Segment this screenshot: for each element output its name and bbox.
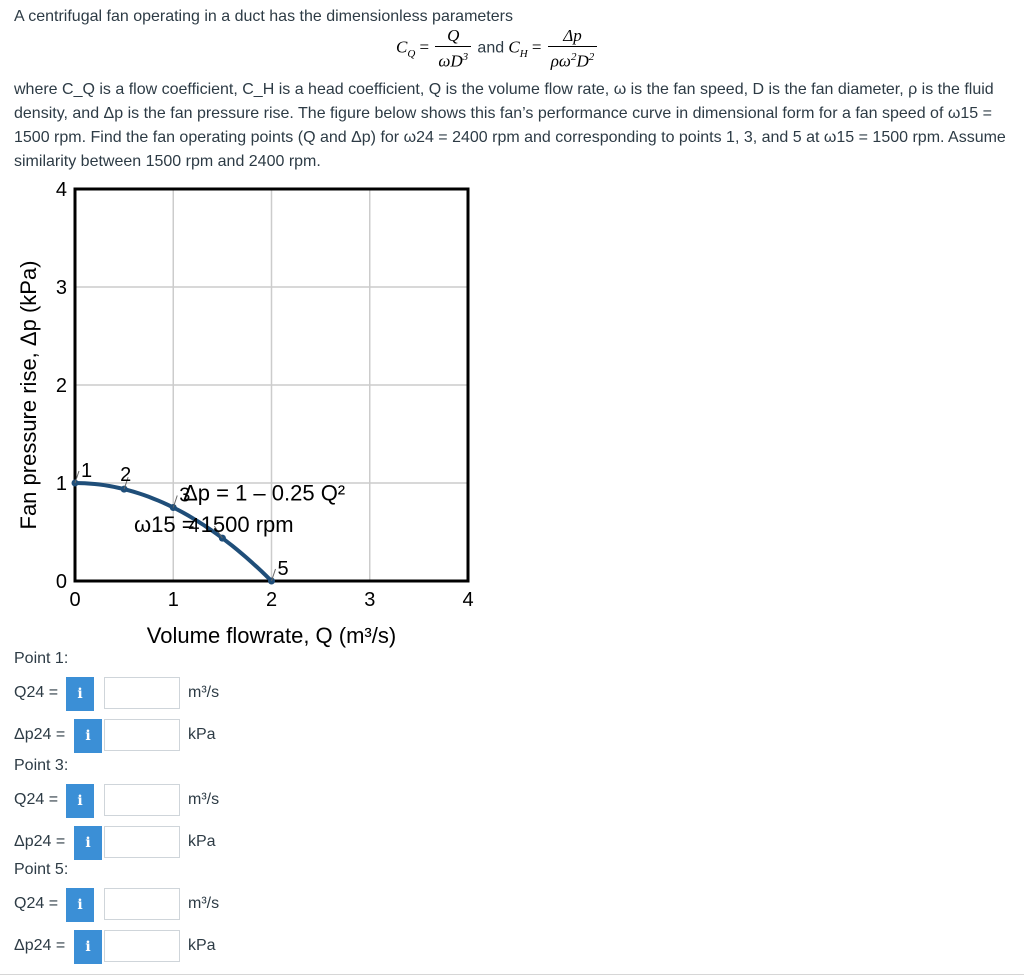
dp24-unit: kPa — [188, 833, 216, 850]
ch-numerator: Δp — [547, 26, 598, 47]
equals-sign: = — [419, 37, 430, 57]
flowrate-answer-row: Q24 = i m³/s — [0, 674, 400, 714]
x-axis-label: Volume flowrate, Q (m³/s) — [147, 623, 396, 648]
performance-chart: 0 1 2 3 4 0 1 2 3 4 1 2 3 4 5 Δp = 1 – 0.25 Q² ω15 = … — [16, 179, 474, 648]
ch-subscript: H — [519, 48, 528, 61]
x-tick-label: 0 — [69, 589, 80, 611]
q24-label: Q24 = — [14, 684, 59, 701]
ch-fraction: Δp ρω2D2 — [547, 26, 598, 72]
x-tick-label: 2 — [266, 589, 277, 611]
info-icon[interactable]: i — [74, 719, 102, 753]
dp24-input[interactable] — [104, 930, 180, 962]
point-1-tick — [74, 470, 80, 484]
info-icon[interactable]: i — [66, 677, 94, 711]
point-heading: Point 1: — [14, 650, 69, 667]
info-icon[interactable]: i — [74, 930, 102, 964]
cq-fraction: Q ωD3 — [435, 26, 472, 72]
point-2-tick — [123, 476, 129, 490]
ch-den-text: ρω — [550, 51, 571, 71]
point-heading: Point 5: — [14, 861, 69, 878]
chart-points: 1 2 3 4 5 — [71, 460, 289, 585]
question-body: where C_Q is a flow coefficient, C_H is … — [14, 81, 1006, 170]
ch-den-exp: 2 — [570, 51, 577, 63]
cq-den-exp: 3 — [462, 51, 469, 63]
pressure-answer-row: Δp24 = i kPa — [0, 927, 400, 967]
point-4-label: 4 — [188, 515, 199, 537]
y-tick-label: 4 — [56, 179, 67, 201]
pressure-answer-row: Δp24 = i kPa — [0, 823, 400, 863]
question-intro: A centrifugal fan operating in a duct ha… — [14, 8, 513, 25]
curve-equation-label: Δp = 1 – 0.25 Q² — [183, 481, 345, 506]
y-axis-label: Fan pressure rise, Δp (kPa) — [16, 260, 41, 529]
dp24-label: Δp24 = — [14, 937, 66, 954]
flowrate-answer-row: Q24 = i m³/s — [0, 885, 400, 925]
cq-formula: CQ = Q ωD3 and CH = Δp ρω2D2 — [396, 26, 599, 72]
y-tick-label: 3 — [56, 277, 67, 299]
and-text: and — [477, 39, 505, 57]
dp24-label: Δp24 = — [14, 833, 66, 850]
chart-grid — [75, 189, 468, 581]
q24-unit: m³/s — [188, 791, 220, 808]
x-tick-label: 4 — [462, 589, 473, 611]
point-3-tick — [172, 495, 178, 508]
point-4-tick — [213, 525, 223, 539]
q24-label: Q24 = — [14, 895, 59, 912]
cq-symbol: C — [396, 37, 408, 57]
q24-unit: m³/s — [188, 895, 220, 912]
info-icon[interactable]: i — [74, 826, 102, 860]
point-5-label: 5 — [278, 558, 289, 580]
point-heading: Point 3: — [14, 757, 69, 774]
bottom-divider — [0, 974, 1024, 975]
pressure-answer-row: Δp24 = i kPa — [0, 716, 400, 756]
point-1-label: 1 — [81, 460, 92, 482]
info-icon[interactable]: i — [66, 888, 94, 922]
cq-subscript: Q — [407, 48, 416, 61]
info-icon[interactable]: i — [66, 784, 94, 818]
point-3-label: 3 — [179, 485, 190, 507]
q24-input[interactable] — [104, 784, 180, 816]
ch-den-d-exp: 2 — [588, 51, 595, 63]
y-tick-label: 0 — [56, 571, 67, 593]
dp24-unit: kPa — [188, 726, 216, 743]
x-tick-label: 1 — [168, 589, 179, 611]
x-tick-label: 3 — [364, 589, 375, 611]
q24-input[interactable] — [104, 677, 180, 709]
ch-denominator: ρω2D2 — [548, 47, 597, 72]
q24-unit: m³/s — [188, 684, 220, 701]
ch-symbol: C — [508, 37, 520, 57]
dp24-input[interactable] — [104, 719, 180, 751]
chart-tick-labels: 0 1 2 3 4 0 1 2 3 4 — [56, 179, 474, 611]
q24-label: Q24 = — [14, 791, 59, 808]
ch-den-d: D — [576, 51, 589, 71]
dp24-unit: kPa — [188, 937, 216, 954]
flowrate-answer-row: Q24 = i m³/s — [0, 781, 400, 821]
cq-den-text: ωD — [438, 51, 463, 71]
y-tick-label: 1 — [56, 473, 67, 495]
cq-denominator: ωD3 — [435, 47, 471, 72]
equals-sign-2: = — [531, 37, 542, 57]
cq-numerator: Q — [435, 26, 472, 47]
point-2-label: 2 — [120, 464, 131, 486]
point-5-tick — [271, 568, 276, 582]
speed-label: ω15 = 1500 rpm — [134, 512, 294, 537]
q24-input[interactable] — [104, 888, 180, 920]
y-tick-label: 2 — [56, 375, 67, 397]
dp24-label: Δp24 = — [14, 726, 66, 743]
dp24-input[interactable] — [104, 826, 180, 858]
